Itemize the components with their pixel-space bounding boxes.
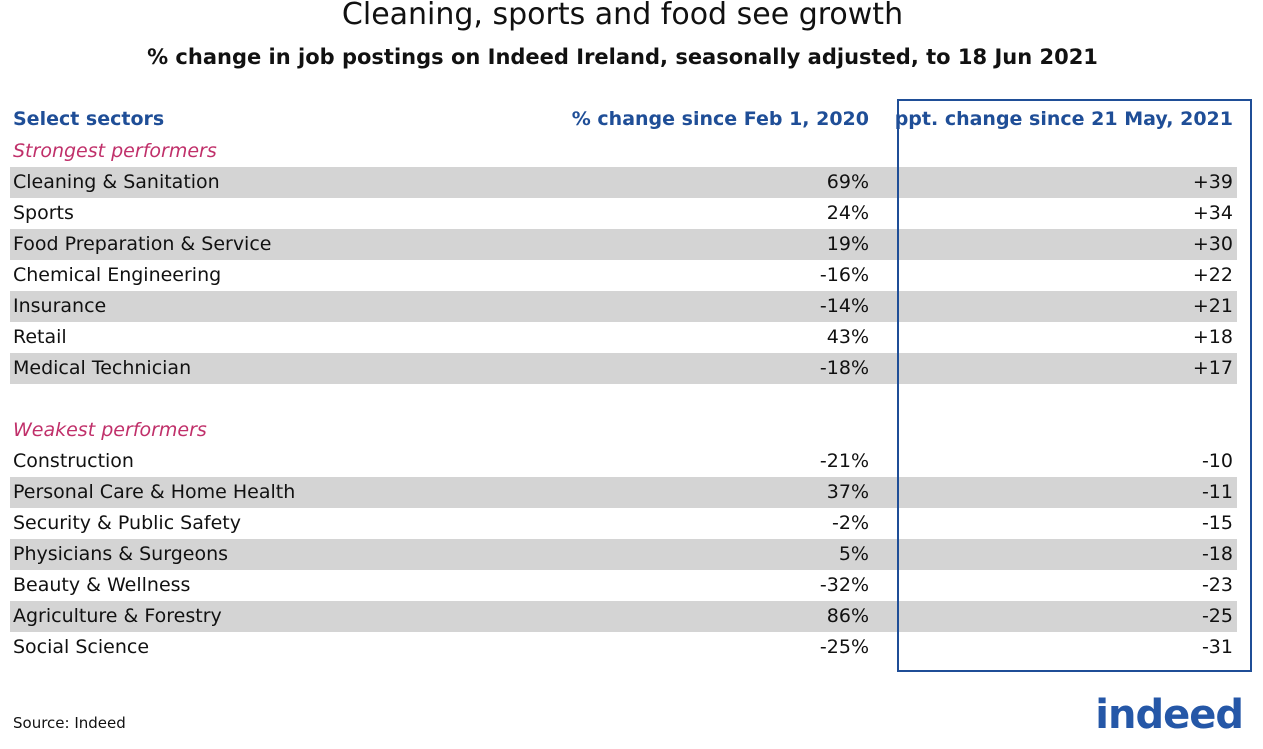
row-shade bbox=[10, 477, 1237, 508]
section-label: Weakest performers bbox=[13, 419, 207, 441]
pct-change: 5% bbox=[838, 543, 869, 565]
ppt-change: -11 bbox=[1201, 481, 1233, 503]
ppt-change: -23 bbox=[1201, 574, 1233, 596]
section-label: Strongest performers bbox=[13, 140, 217, 162]
pct-change: -21% bbox=[819, 450, 869, 472]
sector-name: Insurance bbox=[13, 295, 107, 317]
ppt-change: +21 bbox=[1192, 295, 1233, 317]
sector-name: Construction bbox=[13, 450, 134, 472]
ppt-change: +18 bbox=[1192, 326, 1233, 348]
pct-change: -25% bbox=[819, 636, 869, 658]
ppt-change: -31 bbox=[1201, 636, 1233, 658]
pct-change: 86% bbox=[826, 605, 869, 627]
sector-name: Food Preparation & Service bbox=[13, 233, 272, 255]
source: Source: Indeed bbox=[13, 714, 126, 732]
column-header: ppt. change since 21 May, 2021 bbox=[894, 108, 1233, 130]
column-header: % change since Feb 1, 2020 bbox=[571, 108, 869, 130]
row-shade bbox=[10, 601, 1237, 632]
pct-change: 37% bbox=[826, 481, 869, 503]
row-shade bbox=[10, 229, 1237, 260]
sector-name: Chemical Engineering bbox=[13, 264, 222, 286]
pct-change: 24% bbox=[826, 202, 869, 224]
sector-name: Physicians & Surgeons bbox=[13, 543, 229, 565]
sector-name: Medical Technician bbox=[13, 357, 192, 379]
pct-change: -18% bbox=[819, 357, 869, 379]
ppt-change: +22 bbox=[1192, 264, 1233, 286]
pct-change: -14% bbox=[819, 295, 869, 317]
row-shade bbox=[10, 167, 1237, 198]
sector-name: Personal Care & Home Health bbox=[13, 481, 296, 503]
ppt-change: +17 bbox=[1192, 357, 1233, 379]
row-shade bbox=[10, 539, 1237, 570]
ppt-change: +30 bbox=[1192, 233, 1233, 255]
ppt-change: -25 bbox=[1201, 605, 1233, 627]
pct-change: -16% bbox=[819, 264, 869, 286]
ppt-change: -15 bbox=[1201, 512, 1233, 534]
ppt-change: +34 bbox=[1192, 202, 1233, 224]
sector-name: Social Science bbox=[13, 636, 150, 658]
logo: indeed bbox=[1095, 692, 1244, 738]
subtitle: % change in job postings on Indeed Irela… bbox=[147, 45, 1098, 69]
row-shade bbox=[10, 291, 1237, 322]
sector-name: Security & Public Safety bbox=[13, 512, 241, 534]
ppt-change: -18 bbox=[1201, 543, 1233, 565]
pct-change: 43% bbox=[826, 326, 869, 348]
column-header: Select sectors bbox=[13, 108, 165, 130]
ppt-change: +39 bbox=[1192, 171, 1233, 193]
title: Cleaning, sports and food see growth bbox=[341, 0, 904, 32]
row-shade bbox=[10, 353, 1237, 384]
sector-name: Cleaning & Sanitation bbox=[13, 171, 220, 193]
ppt-change: -10 bbox=[1201, 450, 1233, 472]
pct-change: 19% bbox=[826, 233, 869, 255]
pct-change: -2% bbox=[832, 512, 869, 534]
sector-name: Sports bbox=[13, 202, 74, 224]
pct-change: 69% bbox=[826, 171, 869, 193]
sector-name: Agriculture & Forestry bbox=[13, 605, 222, 627]
sector-name: Beauty & Wellness bbox=[13, 574, 191, 596]
pct-change: -32% bbox=[819, 574, 869, 596]
sector-name: Retail bbox=[13, 326, 67, 348]
highlight-box bbox=[897, 99, 1252, 672]
